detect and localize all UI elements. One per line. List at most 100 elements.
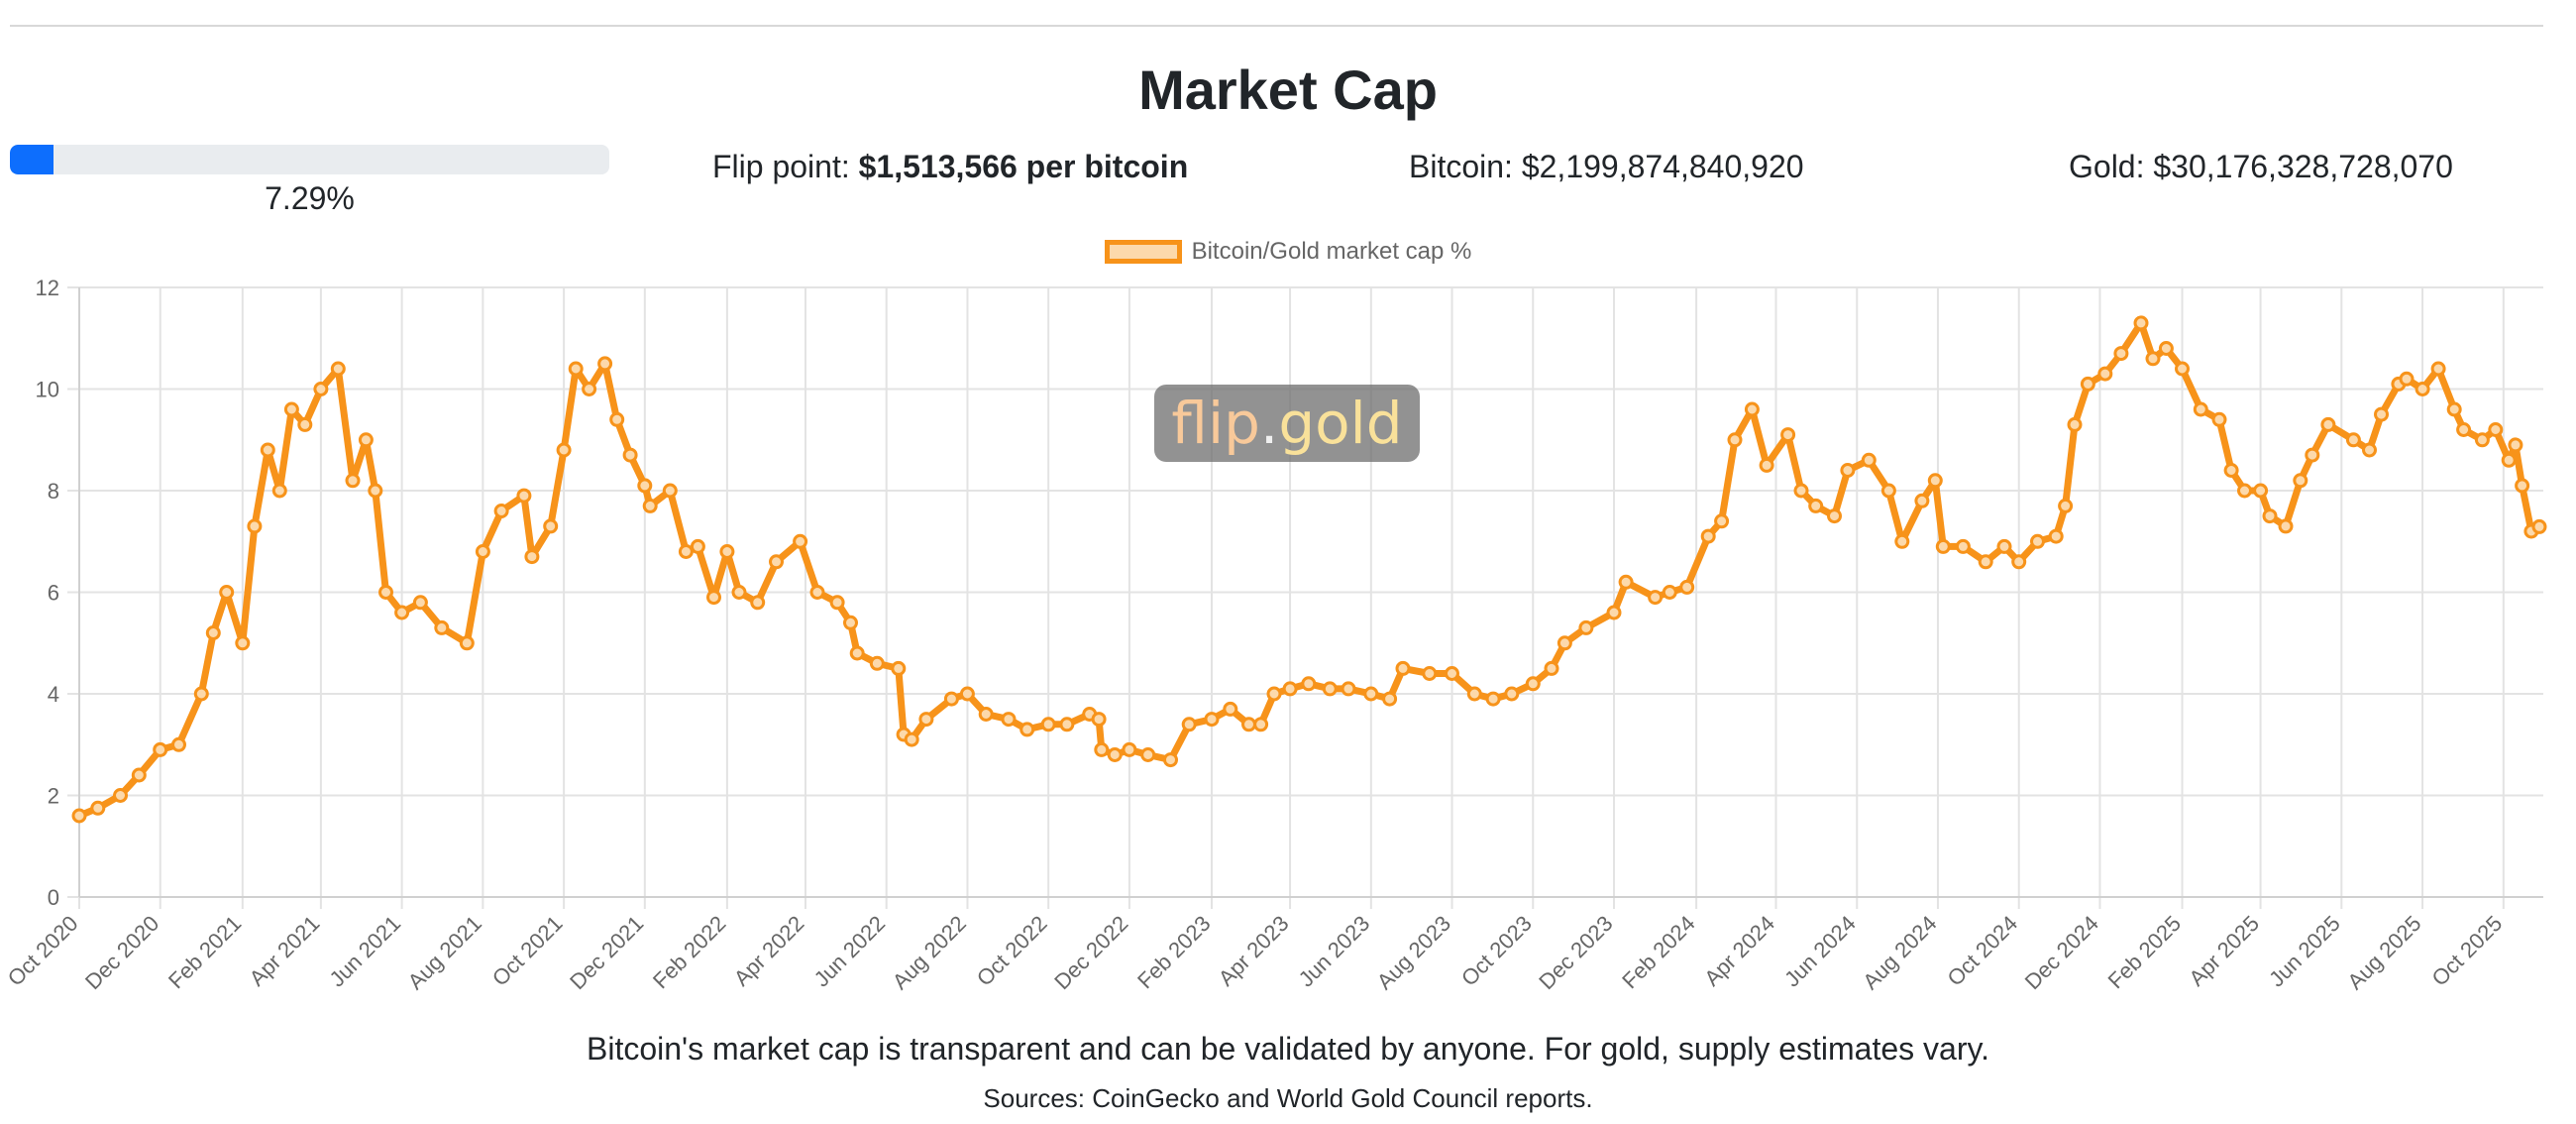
data-point — [568, 361, 584, 377]
data-point — [1363, 686, 1379, 702]
chart-grid — [67, 286, 2543, 909]
x-tick-label: Oct 2023 — [1456, 911, 1537, 991]
data-point — [1445, 666, 1459, 681]
data-point — [516, 488, 532, 504]
data-point — [642, 498, 658, 513]
data-point — [1914, 493, 1930, 508]
data-point — [1301, 676, 1317, 692]
data-point — [1808, 498, 1824, 513]
x-tick-label: Jun 2022 — [809, 911, 891, 992]
data-point — [1894, 533, 1910, 549]
flip-progress-bar — [10, 145, 609, 174]
data-point — [2362, 442, 2377, 458]
data-point — [2262, 508, 2278, 524]
data-point — [1544, 660, 1559, 676]
data-point — [358, 432, 374, 448]
data-point — [1714, 513, 1730, 529]
data-point — [556, 442, 572, 458]
data-point — [1204, 712, 1220, 728]
data-point — [1001, 712, 1017, 728]
x-tick-label: Dec 2020 — [80, 911, 163, 994]
data-point — [1840, 463, 1856, 478]
data-point — [1163, 752, 1178, 768]
data-point — [2058, 498, 2074, 513]
x-tick-label: Feb 2021 — [163, 911, 246, 993]
data-point — [978, 707, 994, 722]
x-tick-label: Oct 2020 — [3, 911, 83, 991]
data-point — [891, 660, 907, 676]
y-axis: 0 2 4 6 8 10 12 — [36, 276, 80, 910]
data-point — [171, 736, 186, 752]
x-tick-label: Apr 2025 — [2184, 911, 2264, 991]
data-point — [283, 401, 299, 417]
data-point — [2531, 518, 2547, 534]
data-point — [2067, 416, 2083, 432]
data-point — [1759, 457, 1774, 473]
data-point — [368, 483, 383, 499]
page-title: Market Cap — [1138, 58, 1438, 121]
data-point — [1861, 452, 1877, 468]
data-point — [2501, 452, 2517, 468]
data-point — [219, 585, 235, 600]
data-point — [2508, 437, 2523, 453]
data-point — [378, 585, 393, 600]
data-point — [412, 595, 428, 611]
data-point — [2011, 554, 2027, 570]
x-tick-label: Oct 2021 — [487, 911, 568, 991]
data-point — [2048, 528, 2064, 544]
data-point — [524, 549, 540, 565]
x-tick-label: Jun 2021 — [324, 911, 405, 992]
x-tick-label: Oct 2025 — [2427, 911, 2508, 991]
data-point — [918, 712, 934, 728]
bitcoin-label: Bitcoin: — [1409, 149, 1522, 184]
x-tick-label: Jun 2025 — [2264, 911, 2345, 992]
data-point — [2253, 483, 2269, 499]
data-point — [2446, 401, 2462, 417]
data-point — [2515, 478, 2530, 494]
data-point — [2474, 432, 2490, 448]
x-tick-label: Apr 2023 — [1214, 911, 1294, 991]
data-point — [793, 533, 808, 549]
data-point — [731, 585, 747, 600]
data-point — [662, 483, 678, 499]
data-point — [1223, 701, 1238, 717]
legend-label[interactable]: Bitcoin/Gold market cap % — [1191, 238, 1472, 265]
data-point — [113, 788, 128, 803]
data-point — [2293, 473, 2308, 489]
x-tick-label: Aug 2024 — [1858, 911, 1941, 994]
data-point — [2374, 406, 2389, 422]
data-point — [1241, 717, 1256, 732]
data-point — [475, 544, 490, 559]
top-divider — [10, 25, 2543, 27]
data-point — [582, 382, 597, 396]
data-point — [1679, 579, 1695, 595]
data-point — [849, 645, 865, 661]
legend-swatch[interactable] — [1104, 240, 1182, 264]
series-bitcoin-gold-ratio — [71, 315, 2547, 824]
data-point — [297, 416, 313, 432]
x-tick-label: Dec 2021 — [565, 911, 648, 994]
chart-legend[interactable]: Bitcoin/Gold market cap % — [0, 238, 2576, 266]
watermark-flip: flip — [1171, 390, 1260, 457]
data-point — [1282, 681, 1298, 697]
x-tick-label: Dec 2022 — [1049, 911, 1132, 994]
data-point — [622, 447, 638, 463]
data-point — [193, 686, 209, 702]
data-point — [1780, 427, 1796, 443]
data-point — [2278, 518, 2294, 534]
data-point — [394, 605, 410, 620]
x-tick-label: Oct 2024 — [1942, 911, 2022, 991]
data-point — [1700, 528, 1716, 544]
x-tick-label: Feb 2025 — [2103, 911, 2186, 993]
y-tick-label: 12 — [36, 276, 59, 300]
data-point — [2488, 422, 2504, 437]
gold-label: Gold: — [2069, 149, 2154, 184]
data-point — [1955, 538, 1971, 554]
data-point — [1880, 483, 1896, 499]
footer-note: Bitcoin's market cap is transparent and … — [586, 1031, 1990, 1067]
data-point — [2080, 376, 2095, 392]
x-tick-label: Oct 2022 — [972, 911, 1052, 991]
data-point — [1927, 473, 1943, 489]
data-point — [543, 518, 559, 534]
